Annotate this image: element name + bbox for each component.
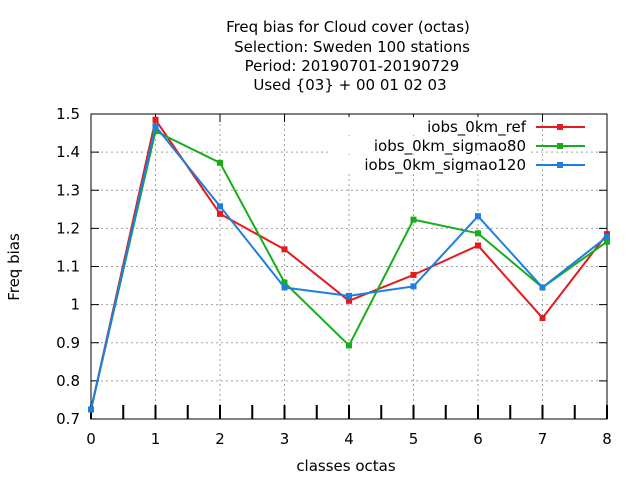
data-point [152, 123, 159, 130]
y-tick-label: 1.2 [56, 219, 80, 237]
legend-label: iobs_0km_sigmao120 [364, 156, 526, 175]
data-point [346, 297, 352, 304]
x-tick-label: 1 [151, 430, 161, 448]
data-point [152, 116, 159, 123]
y-tick-label: 0.7 [56, 410, 80, 428]
legend-background [330, 155, 530, 173]
y-tick-label: 1.5 [56, 105, 80, 123]
x-tick-label: 6 [473, 430, 483, 448]
legend-swatch-marker [557, 143, 563, 149]
data-point [88, 406, 94, 413]
y-axis-label: Freq bias [5, 233, 23, 301]
x-tick-label: 2 [215, 430, 225, 448]
legend: iobs_0km_refiobs_0km_sigmao80iobs_0km_si… [330, 117, 585, 175]
x-tick-label: 4 [344, 430, 354, 448]
plot-border [90, 113, 608, 420]
tick-labels: 0.7 0.8 0.9 1 1.1 1.2 1.3 1.4 1.5 0 1 2 3 4 5 6 7 8 [56, 105, 612, 448]
data-point [475, 230, 481, 237]
y-tick-label: 1.4 [56, 143, 80, 161]
chart-title-line-4: Used {03} + 00 01 02 03 [253, 76, 446, 94]
y-tick-label: 1.3 [56, 181, 80, 199]
data-point [346, 342, 352, 349]
legend-label: iobs_0km_sigmao80 [374, 137, 526, 156]
data-point [604, 233, 610, 240]
data-point [539, 284, 546, 291]
x-tick-label: 8 [602, 430, 612, 448]
legend-label: iobs_0km_ref [427, 118, 527, 137]
legend-item: iobs_0km_sigmao80 [330, 136, 585, 156]
series-lines [88, 116, 610, 413]
x-tick-label: 0 [86, 430, 96, 448]
data-point [281, 284, 288, 291]
data-point [410, 216, 417, 223]
chart-title: Freq bias for Cloud cover (octas) Select… [226, 18, 470, 94]
data-point [410, 271, 417, 278]
x-tick-label: 7 [538, 430, 548, 448]
data-point [346, 292, 352, 299]
data-point [475, 213, 481, 220]
legend-background [330, 136, 530, 154]
data-point [217, 210, 223, 217]
legend-swatch-marker [557, 162, 563, 168]
data-point [539, 314, 546, 321]
legend-item: iobs_0km_sigmao120 [330, 155, 585, 175]
data-point [152, 128, 159, 135]
legend-background [330, 117, 530, 135]
data-point [281, 246, 288, 253]
data-point [410, 283, 417, 290]
series-iobs_0km_sigmao120 [88, 123, 610, 413]
x-tick-label: 5 [409, 430, 419, 448]
data-point [475, 242, 481, 249]
data-point [281, 279, 288, 286]
data-point [217, 203, 223, 210]
x-axis-label: classes octas [296, 457, 396, 475]
y-tick-label: 0.9 [56, 334, 80, 352]
data-point [604, 238, 610, 245]
data-point [217, 159, 223, 166]
chart-title-line-3: Period: 20190701-20190729 [245, 57, 460, 75]
legend-item: iobs_0km_ref [330, 117, 585, 137]
chart-title-line-2: Selection: Sweden 100 stations [234, 38, 470, 56]
chart-title-line-1: Freq bias for Cloud cover (octas) [226, 18, 470, 36]
y-tick-label: 1.1 [56, 258, 80, 276]
legend-swatch-marker [557, 124, 563, 130]
y-tick-label: 1 [70, 296, 80, 314]
y-tick-label: 0.8 [56, 372, 80, 390]
x-tick-label: 3 [280, 430, 290, 448]
